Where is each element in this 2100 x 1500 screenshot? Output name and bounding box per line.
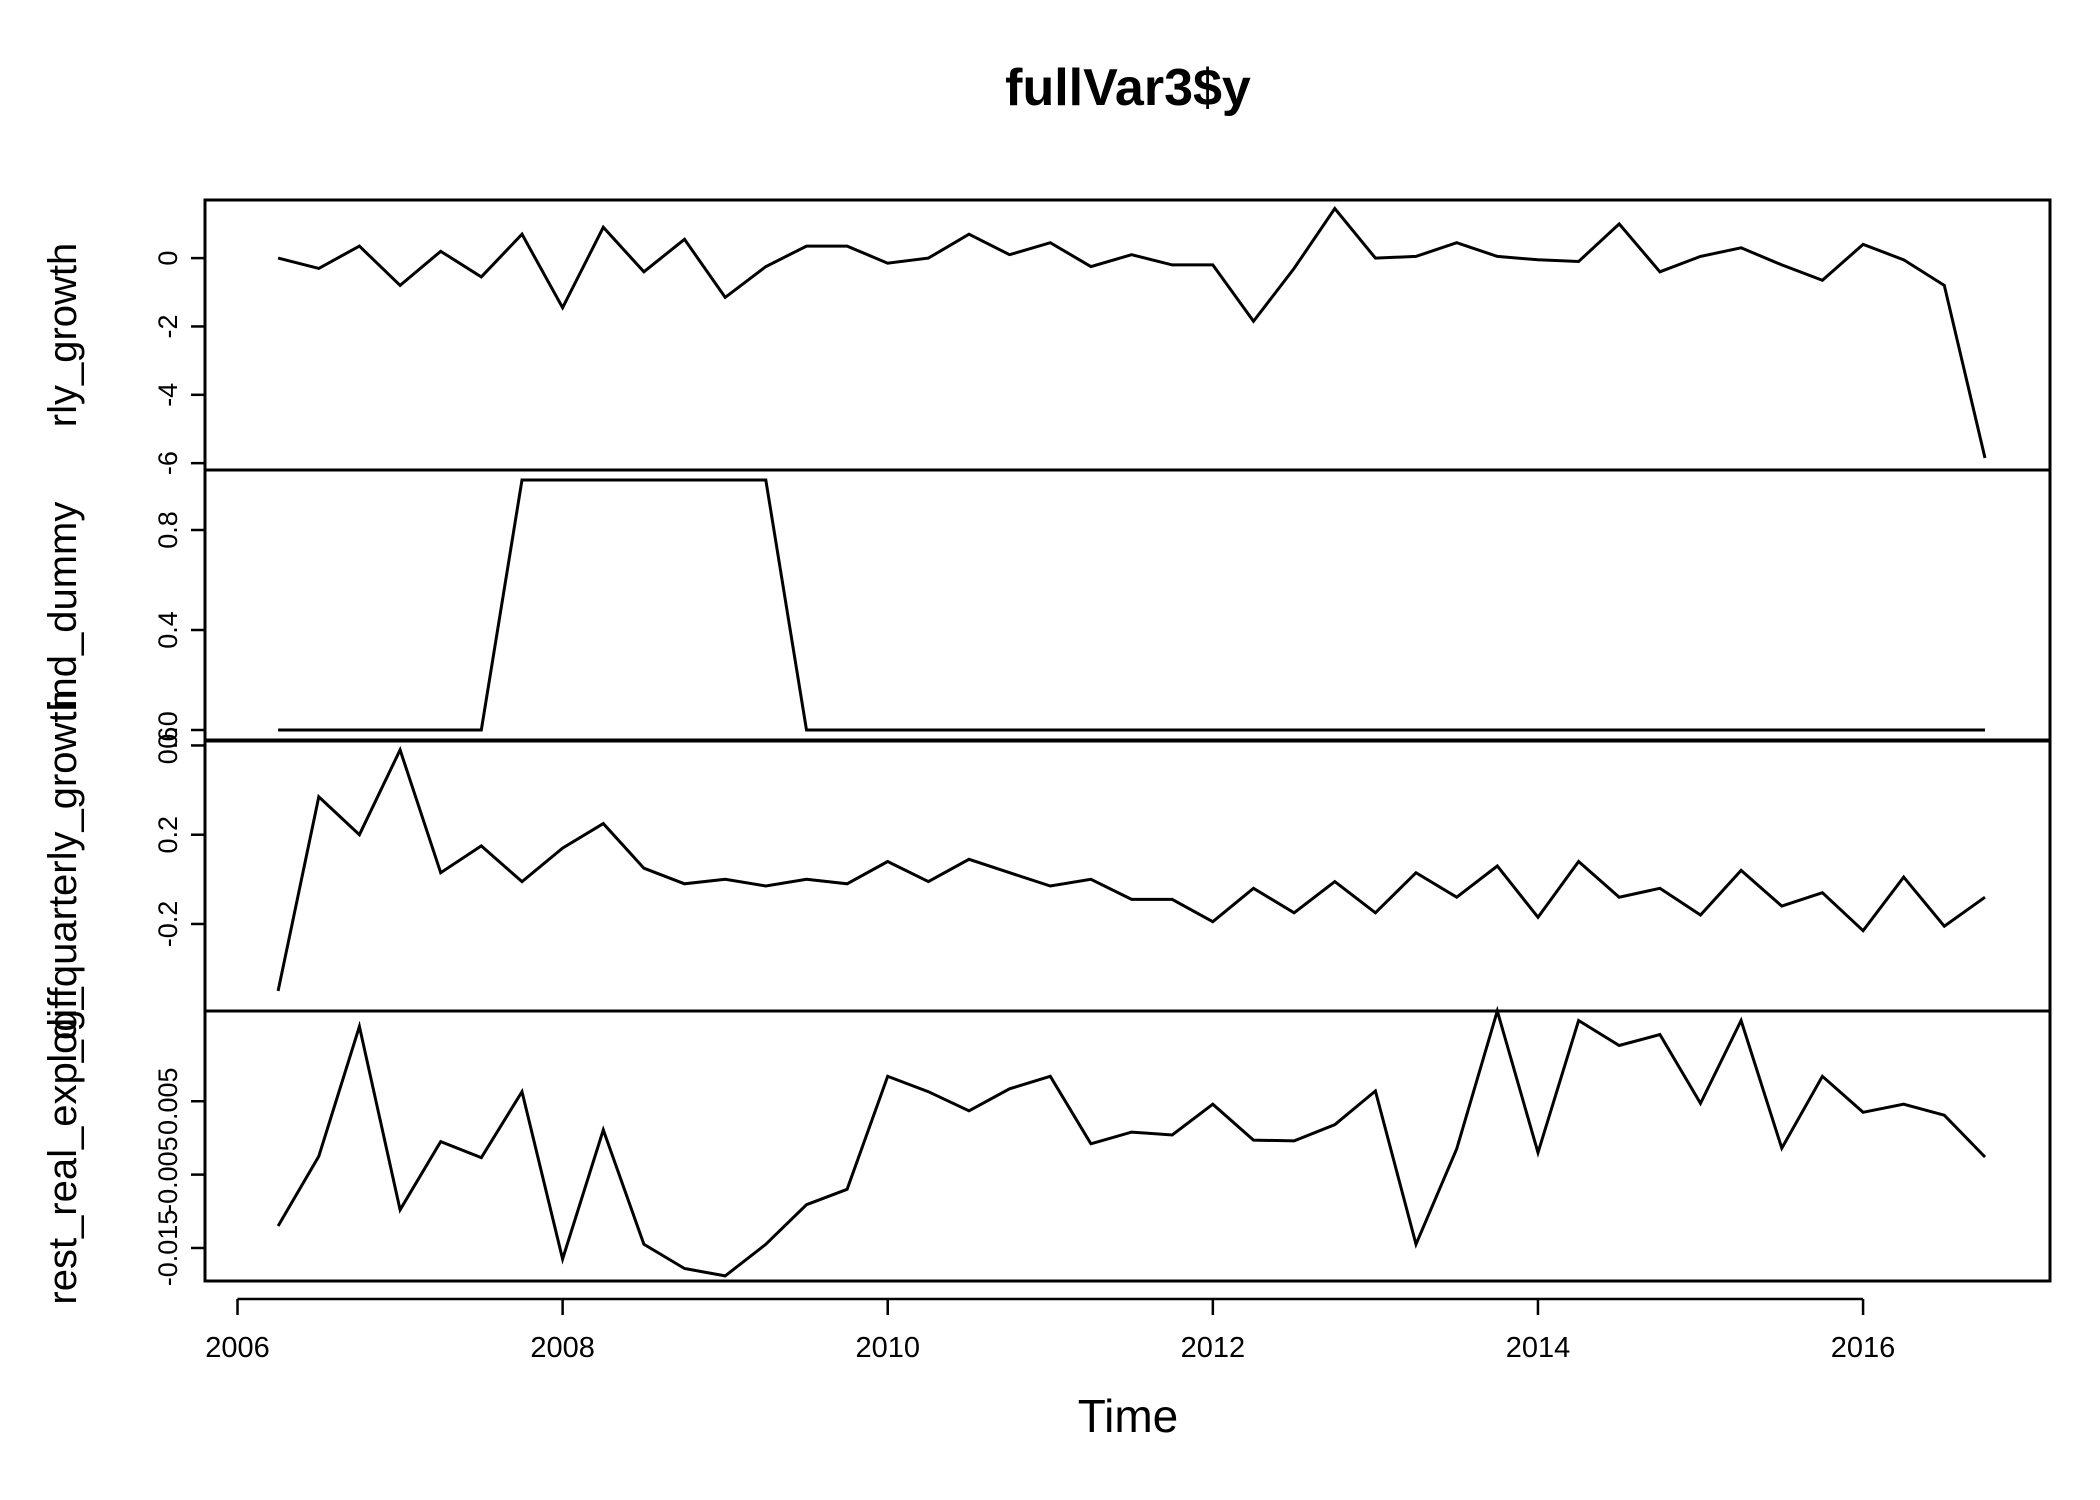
series-line-rest_real_exp_diff: [276, 1005, 1987, 1278]
x-tick-label: 2014: [1506, 1332, 1571, 1364]
x-tick-label: 2010: [855, 1332, 920, 1364]
x-tick-label: 2008: [530, 1332, 595, 1364]
y-tick-label: -0.015: [153, 1210, 183, 1287]
panels: -6 -4 -2 0 rly_growth 0.0 0.4 0.8 ind_dummy -0.2 0…: [41, 198, 2052, 1305]
panel-frame: [203, 1009, 2052, 1283]
y-tick-label: -0.2: [153, 901, 183, 948]
panel-label: ind_dummy: [41, 502, 85, 709]
panel-label: rest_real_exp_diff: [41, 986, 85, 1304]
y-tick-label: -0.005: [153, 1136, 183, 1213]
y-tick-label: -2: [153, 314, 183, 338]
series-line-log_quarterly_growth: [276, 745, 1986, 992]
y-tick-label: 0.005: [153, 1067, 183, 1135]
y-tick-label: 0.2: [153, 816, 183, 854]
y-tick-label: 0: [153, 251, 183, 266]
chart-title: fullVar3$y: [1005, 59, 1251, 117]
y-tick-label: 0.6: [153, 727, 183, 765]
panel-frame: [203, 198, 2052, 472]
x-tick-label: 2016: [1831, 1332, 1896, 1364]
x-axis-label: Time: [1078, 1390, 1179, 1442]
y-tick-label: -4: [153, 383, 183, 407]
panel-label: rly_growth: [41, 243, 85, 428]
y-tick-label: 0.0: [153, 711, 183, 749]
panel-frame: [203, 468, 2052, 742]
x-axis: 2006 2008 2010 2012 2014 2016: [205, 1297, 1896, 1364]
panel-quarterly_growth: -6 -4 -2 0 rly_growth: [41, 198, 2052, 475]
series-line-ind_dummy: [278, 478, 1985, 732]
series-line-quarterly_growth: [277, 205, 1987, 459]
y-tick-label: 0.4: [153, 611, 183, 649]
y-tick-label: -6: [153, 451, 183, 475]
panel-frame: [203, 739, 2052, 1013]
panel-ind_dummy: 0.0 0.4 0.8 ind_dummy: [41, 468, 2052, 749]
x-tick-label: 2006: [205, 1332, 270, 1364]
panel-label: log_quarterly_growth: [41, 689, 85, 1063]
panel-log_quarterly_growth: -0.2 0.2 0.6 log_quarterly_growth: [41, 689, 2052, 1063]
y-tick-label: 0.8: [153, 511, 183, 549]
x-tick-label: 2012: [1181, 1332, 1246, 1364]
